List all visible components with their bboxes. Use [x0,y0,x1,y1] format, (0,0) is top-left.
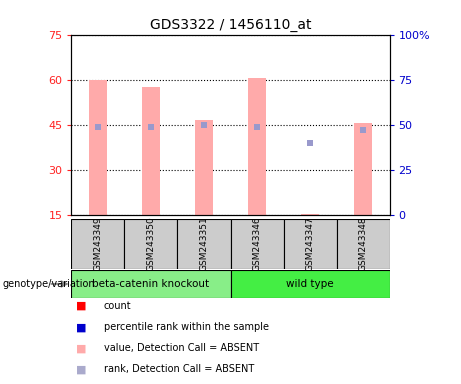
Text: ■: ■ [76,322,87,332]
Bar [89,80,107,215]
FancyBboxPatch shape [71,219,124,269]
Text: wild type: wild type [286,279,334,289]
Text: percentile rank within the sample: percentile rank within the sample [104,322,269,332]
Bar [301,214,319,215]
Text: GSM243348: GSM243348 [359,217,367,271]
Text: value, Detection Call = ABSENT: value, Detection Call = ABSENT [104,343,259,353]
Text: ■: ■ [76,343,87,353]
Text: GSM243349: GSM243349 [94,217,102,271]
Text: GSM243351: GSM243351 [200,217,208,271]
FancyBboxPatch shape [337,219,390,269]
Text: GSM243347: GSM243347 [306,217,314,271]
FancyBboxPatch shape [71,270,230,298]
Bar [142,87,160,215]
Text: rank, Detection Call = ABSENT: rank, Detection Call = ABSENT [104,364,254,374]
FancyBboxPatch shape [177,219,230,269]
Bar [195,120,213,215]
FancyBboxPatch shape [284,219,337,269]
FancyBboxPatch shape [230,219,284,269]
FancyBboxPatch shape [230,270,390,298]
Text: GSM243350: GSM243350 [147,217,155,271]
Text: genotype/variation: genotype/variation [2,279,95,289]
Text: count: count [104,301,131,311]
Text: ■: ■ [76,301,87,311]
Title: GDS3322 / 1456110_at: GDS3322 / 1456110_at [150,18,311,32]
Text: GSM243346: GSM243346 [253,217,261,271]
Text: ■: ■ [76,364,87,374]
Text: beta-catenin knockout: beta-catenin knockout [92,279,210,289]
Bar [248,78,266,215]
FancyBboxPatch shape [124,219,177,269]
Bar [354,123,372,215]
